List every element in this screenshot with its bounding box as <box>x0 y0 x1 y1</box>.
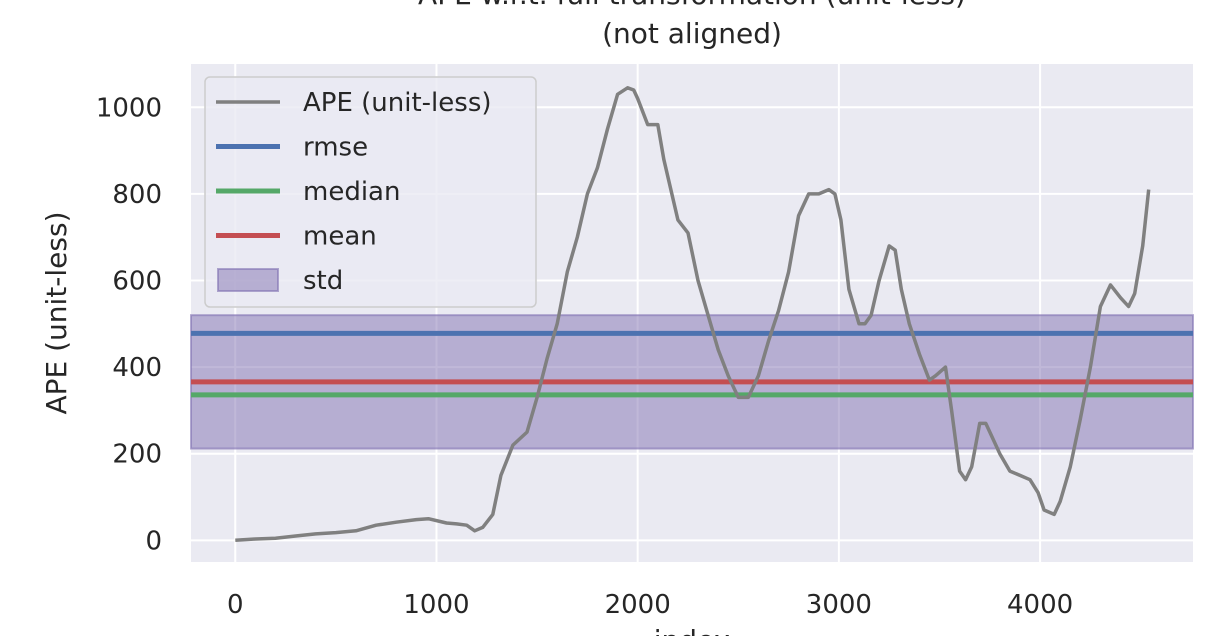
chart-title: APE w.r.t. full transformation (unit-les… <box>418 0 966 11</box>
legend-label: median <box>303 177 400 207</box>
y-tick-label: 600 <box>112 267 162 297</box>
chart-title-group: APE w.r.t. full transformation (unit-les… <box>418 0 966 50</box>
x-axis-label: index <box>654 624 731 636</box>
legend-label: rmse <box>303 133 368 163</box>
y-tick-label: 0 <box>145 526 162 556</box>
x-tick-labels: 0 1000 2000 3000 4000 <box>227 590 1073 620</box>
legend-label: mean <box>303 222 377 252</box>
y-tick-label: 800 <box>112 180 162 210</box>
y-axis-label: APE (unit-less) <box>40 211 73 414</box>
x-tick-label: 3000 <box>806 590 872 620</box>
x-tick-label: 1000 <box>403 590 469 620</box>
legend-swatch-std <box>217 268 279 292</box>
x-tick-label: 2000 <box>605 590 671 620</box>
legend-label: std <box>303 266 343 296</box>
y-tick-label: 200 <box>112 440 162 470</box>
ape-series-group <box>235 86 1151 543</box>
legend: APE (unit-less) rmse median mean std <box>204 76 537 308</box>
y-tick-labels: 0 200 400 600 800 1000 <box>96 93 162 556</box>
chart-subtitle: (not aligned) <box>602 17 782 50</box>
legend-label: APE (unit-less) <box>303 88 492 118</box>
ape-line <box>235 86 1151 543</box>
y-tick-label: 1000 <box>96 93 162 123</box>
legend-frame <box>204 76 537 308</box>
x-tick-label: 0 <box>227 590 244 620</box>
x-tick-label: 4000 <box>1007 590 1073 620</box>
y-tick-label: 400 <box>112 353 162 383</box>
statistic-lines <box>191 330 1193 398</box>
